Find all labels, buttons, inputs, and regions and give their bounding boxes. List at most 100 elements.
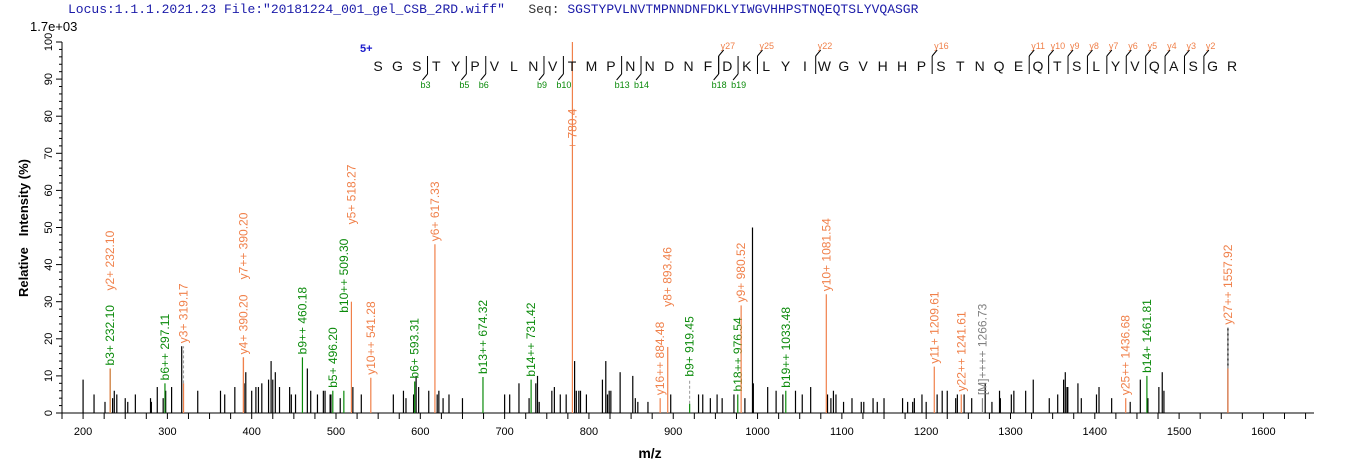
y-cleavage-hook [757,49,763,57]
x-tick-label: 1300 [998,426,1022,438]
b-cleavage-hook [558,73,564,81]
peak-label: b5+ 496.20 [326,327,340,388]
residue: R [1227,58,1237,74]
precursor-charge: 5+ [360,43,373,55]
peak-label: b19++ 1033.48 [779,307,793,388]
y-ion-marker: y25 [759,41,774,51]
y-ion-marker: y8 [1089,41,1099,51]
y-tick-label: 30 [43,296,55,308]
residue: L [762,58,770,74]
y-tick-label: 40 [43,258,55,270]
b-ion-marker: b10 [556,80,571,90]
residue: T [956,58,965,74]
residue: Y [1111,58,1121,74]
peak-label: y27++ 1557.92 [1221,244,1235,324]
peaks [82,227,1229,413]
residue: S [1072,58,1081,74]
y-ion-marker: y6 [1128,41,1138,51]
peak-label: y22++ 1241.61 [954,311,968,391]
residue: L [1092,58,1100,74]
peak-label: y7++ 390.20 [236,212,250,279]
b-ion-marker: b9 [537,80,547,90]
residue: P [470,58,479,74]
residue: G [838,58,849,74]
b-ion-marker: b14 [634,80,649,90]
residue: S [936,58,945,74]
x-tick-label: 300 [158,426,176,438]
peak-label: y10+ 1081.54 [819,218,833,291]
y-cleavage-hook [1067,49,1074,57]
residue: Q [1149,58,1160,74]
y-cleavage-hook [1028,49,1035,57]
y-tick-label: 100 [43,33,55,51]
residue: S [1189,58,1198,74]
residue: Y [781,58,791,74]
x-tick-label: 200 [74,426,92,438]
x-tick-label: 800 [580,426,598,438]
y-cleavage-hook [815,49,822,57]
y-cleavage-hook [718,49,725,57]
peak-label: y25++ 1436.68 [1119,315,1133,395]
y-cleavage-hook [931,49,938,57]
y-tick-label: 80 [43,110,55,122]
residue: Y [451,58,461,74]
y-cleavage-hook [1125,49,1132,57]
seq-label: Seq: [528,2,560,17]
x-tick-label: 1100 [830,426,854,438]
peak-label: y8+ 893.46 [661,247,675,307]
peak-label: + 780.4 [565,108,579,149]
y-cleavage-hook [1164,49,1171,57]
peak-label: b18++ 976.54 [731,317,745,391]
x-tick-label: 1200 [914,426,938,438]
residue: A [1169,58,1179,74]
peak-annotations: b3+ 232.10 y2+ 232.10 b6++ 297.11 y3+ 319.1… [103,42,1235,413]
b-cleavage-hook [480,73,487,81]
residue: E [1014,58,1023,74]
y-ion-marker: y5 [1148,41,1158,51]
y-ion-marker: y2 [1206,41,1216,51]
x-tick-label: 1400 [1083,426,1107,438]
seq-text: SGSTYPVLNVTMPNNDNFDKLYIWGVHHPSTNQEQTSLYV… [567,2,919,17]
y-axis-title: Relative Intensity (%) [16,159,31,297]
x-tick-label: 600 [411,426,429,438]
peak-label: y16++ 884.48 [653,321,667,395]
residue: G [1207,58,1218,74]
y-cleavage-hook [1087,49,1093,57]
residue: D [664,58,674,74]
y-tick-label: 20 [43,333,55,345]
residue: N [975,58,985,74]
residue: L [510,58,518,74]
b-ion-marker: b5 [459,80,469,90]
y-tick-label: 70 [43,147,55,159]
y-tick-label: 60 [43,184,55,196]
y-tick-label: 90 [43,73,55,85]
y-ion-marker: y10 [1051,41,1066,51]
y-cleavage-hook [1145,49,1152,57]
x-tick-label: 1600 [1251,426,1275,438]
b-cleavage-hook [538,73,545,81]
peak-label: b13++ 674.32 [476,300,490,374]
y-ion-marker: y11 [1031,41,1045,51]
residue: F [704,58,713,74]
x-axis-title: m/z [638,445,661,461]
residue: T [1053,58,1062,74]
peak-label: y3+ 319.17 [177,283,191,343]
peak-label: [M]++++ 1266.73 [975,303,989,395]
x-tick-label: 1000 [745,426,769,438]
residue: P [606,58,615,74]
y-cleavage-hook [1106,49,1113,57]
residue: N [683,58,693,74]
residue: V [859,58,869,74]
y-ion-marker: y27 [721,41,736,51]
y-ion-marker: y16 [934,41,949,51]
y-cleavage-hook [1184,49,1190,57]
peak-label: y11+ 1209.61 [927,291,941,364]
peak-label: y6+ 617.33 [428,181,442,241]
y-ion-marker: y7 [1109,41,1119,51]
peptide-sequence-map: 5+S G S T Y P V L N V T M P N N D N F D K L Y I W G V H H P S T N Q E Q T S L… [360,41,1237,90]
y-tick-label: 10 [43,370,55,382]
residue: W [818,58,832,74]
y-tick-label: 0 [43,410,55,416]
b-cleavage-hook [635,73,642,81]
b-cleavage-hook [732,73,739,81]
